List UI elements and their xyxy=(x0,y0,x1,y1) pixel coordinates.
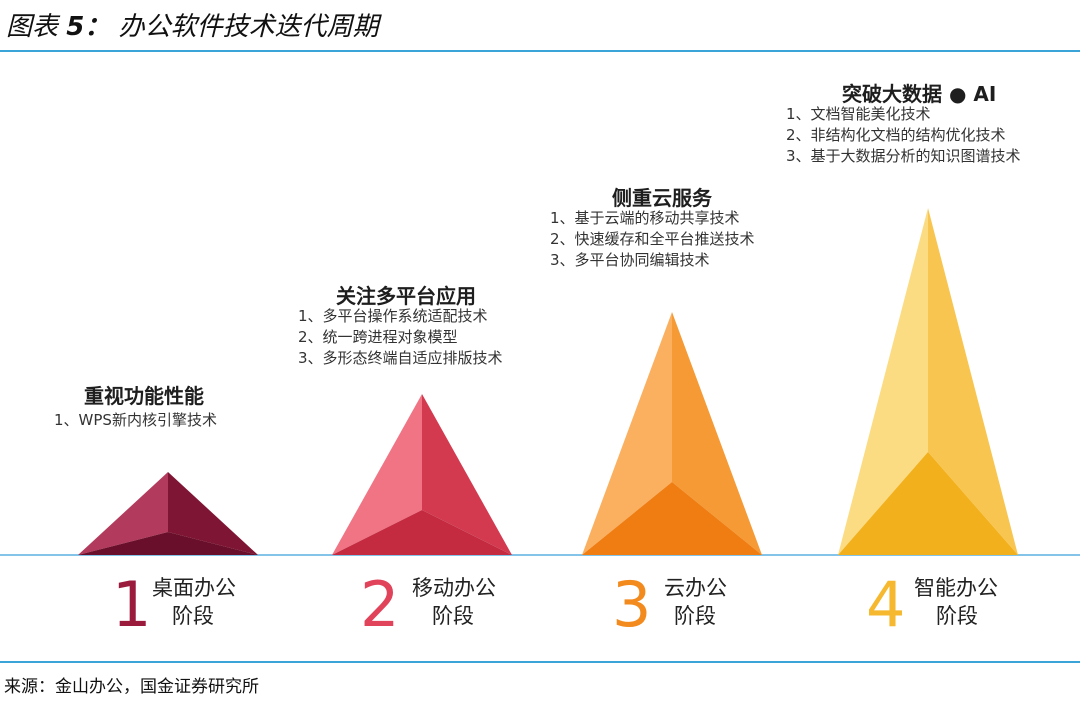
stage-2-name: 移动办公 阶段 xyxy=(412,574,532,630)
figure-title-prefix: 图表 xyxy=(6,12,59,42)
stage-3-name: 云办公 阶段 xyxy=(664,574,784,630)
stage-1-heading: 重视功能性能 xyxy=(84,384,204,408)
list-item: 1、多平台操作系统适配技术 xyxy=(298,307,488,325)
figure-title-number: 5： xyxy=(66,12,111,42)
source-note: 来源：金山办公，国金证券研究所 xyxy=(4,677,259,697)
stage-1-number: 1 xyxy=(112,568,152,641)
stage-2-heading: 关注多平台应用 xyxy=(336,284,476,308)
pyramid-base-face xyxy=(838,452,1018,555)
tech-iteration-diagram: 重视功能性能 1、WPS新内核引擎技术 1 桌面办公 阶段 关注多平台应用 1、… xyxy=(0,52,1080,660)
pyramids-graphic xyxy=(0,208,1080,556)
pyramid-right-face xyxy=(422,394,512,555)
pyramid-left-face xyxy=(582,312,672,555)
pyramid-base-face xyxy=(78,532,258,555)
pyramid-right-face xyxy=(672,312,762,555)
stage-2-number: 2 xyxy=(360,568,400,641)
stage-1-name-line1: 桌面办公 xyxy=(152,576,236,600)
stage-3-tech-list: 1、基于云端的移动共享技术 2、快速缓存和全平台推送技术 3、多平台协同编辑技术 xyxy=(550,208,755,271)
figure-title-text: 办公软件技术迭代周期 xyxy=(118,12,379,42)
list-item: 1、WPS新内核引擎技术 xyxy=(54,411,217,429)
stage-3-heading: 侧重云服务 xyxy=(612,186,712,210)
pyramid-left-face xyxy=(78,472,168,555)
pyramid-left-face xyxy=(838,208,928,555)
stage-3-name-line1: 云办公 xyxy=(664,576,727,600)
stage-2-name-line2: 阶段 xyxy=(432,604,474,628)
list-item: 3、多形态终端自适应排版技术 xyxy=(298,349,503,367)
list-item: 2、统一跨进程对象模型 xyxy=(298,328,458,346)
title-divider xyxy=(0,50,1080,52)
stage-4-number: 4 xyxy=(866,568,906,641)
list-item: 2、快速缓存和全平台推送技术 xyxy=(550,230,755,248)
list-item: 1、文档智能美化技术 xyxy=(786,105,931,123)
pyramid-left-face xyxy=(332,394,422,555)
stage-4-name-line1: 智能办公 xyxy=(914,576,998,600)
pyramid-base-face xyxy=(582,482,762,555)
list-item: 3、基于大数据分析的知识图谱技术 xyxy=(786,147,1021,165)
stage-1-pyramid xyxy=(78,472,258,555)
stage-4-heading: 突破大数据 ● AI xyxy=(842,82,997,106)
stage-3-name-line2: 阶段 xyxy=(674,604,716,628)
list-item: 2、非结构化文档的结构优化技术 xyxy=(786,126,1006,144)
figure-title: 图表 5： 办公软件技术迭代周期 xyxy=(6,6,379,43)
source-divider xyxy=(0,661,1080,663)
stage-3-number: 3 xyxy=(612,568,652,641)
list-item: 3、多平台协同编辑技术 xyxy=(550,251,710,269)
stage-2-pyramid xyxy=(332,394,512,555)
stage-4-tech-list: 1、文档智能美化技术 2、非结构化文档的结构优化技术 3、基于大数据分析的知识图… xyxy=(786,104,1021,167)
stage-2-tech-list: 1、多平台操作系统适配技术 2、统一跨进程对象模型 3、多形态终端自适应排版技术 xyxy=(298,306,503,369)
pyramid-right-face xyxy=(928,208,1018,555)
pyramid-base-face xyxy=(332,510,512,555)
stage-1-name-line2: 阶段 xyxy=(172,604,214,628)
stage-3-pyramid xyxy=(582,312,762,555)
stage-2-name-line1: 移动办公 xyxy=(412,576,496,600)
list-item: 1、基于云端的移动共享技术 xyxy=(550,209,740,227)
stage-4-name-line2: 阶段 xyxy=(936,604,978,628)
stage-4-name: 智能办公 阶段 xyxy=(914,574,1034,630)
stage-1-name: 桌面办公 阶段 xyxy=(152,574,272,630)
stage-1-tech-list: 1、WPS新内核引擎技术 xyxy=(54,410,217,431)
pyramid-right-face xyxy=(168,472,258,555)
stage-4-pyramid xyxy=(838,208,1018,555)
